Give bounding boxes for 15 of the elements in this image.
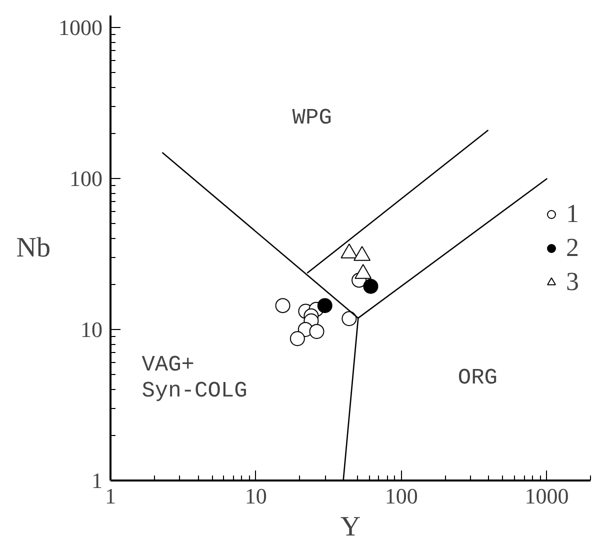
y-tick-label: 1000: [58, 14, 102, 40]
y-tick-label: 100: [70, 166, 102, 191]
legend-label: 1: [566, 198, 580, 228]
x-tick-label: 10: [244, 484, 267, 508]
annotation: WPG: [292, 105, 332, 130]
y-tick-label: 1: [92, 468, 102, 493]
legend-label: 3: [566, 266, 580, 296]
x-axis-title: Y: [340, 512, 361, 542]
legend-label: 2: [566, 232, 580, 262]
annotation: VAG+ Syn-COLG: [142, 352, 248, 404]
x-tick-label: 100: [384, 484, 418, 508]
x-tick-label: 1000: [524, 484, 569, 508]
y-axis-title: Nb: [16, 232, 51, 264]
annotation: ORG: [458, 366, 498, 391]
y-tick-label: 10: [80, 316, 102, 342]
